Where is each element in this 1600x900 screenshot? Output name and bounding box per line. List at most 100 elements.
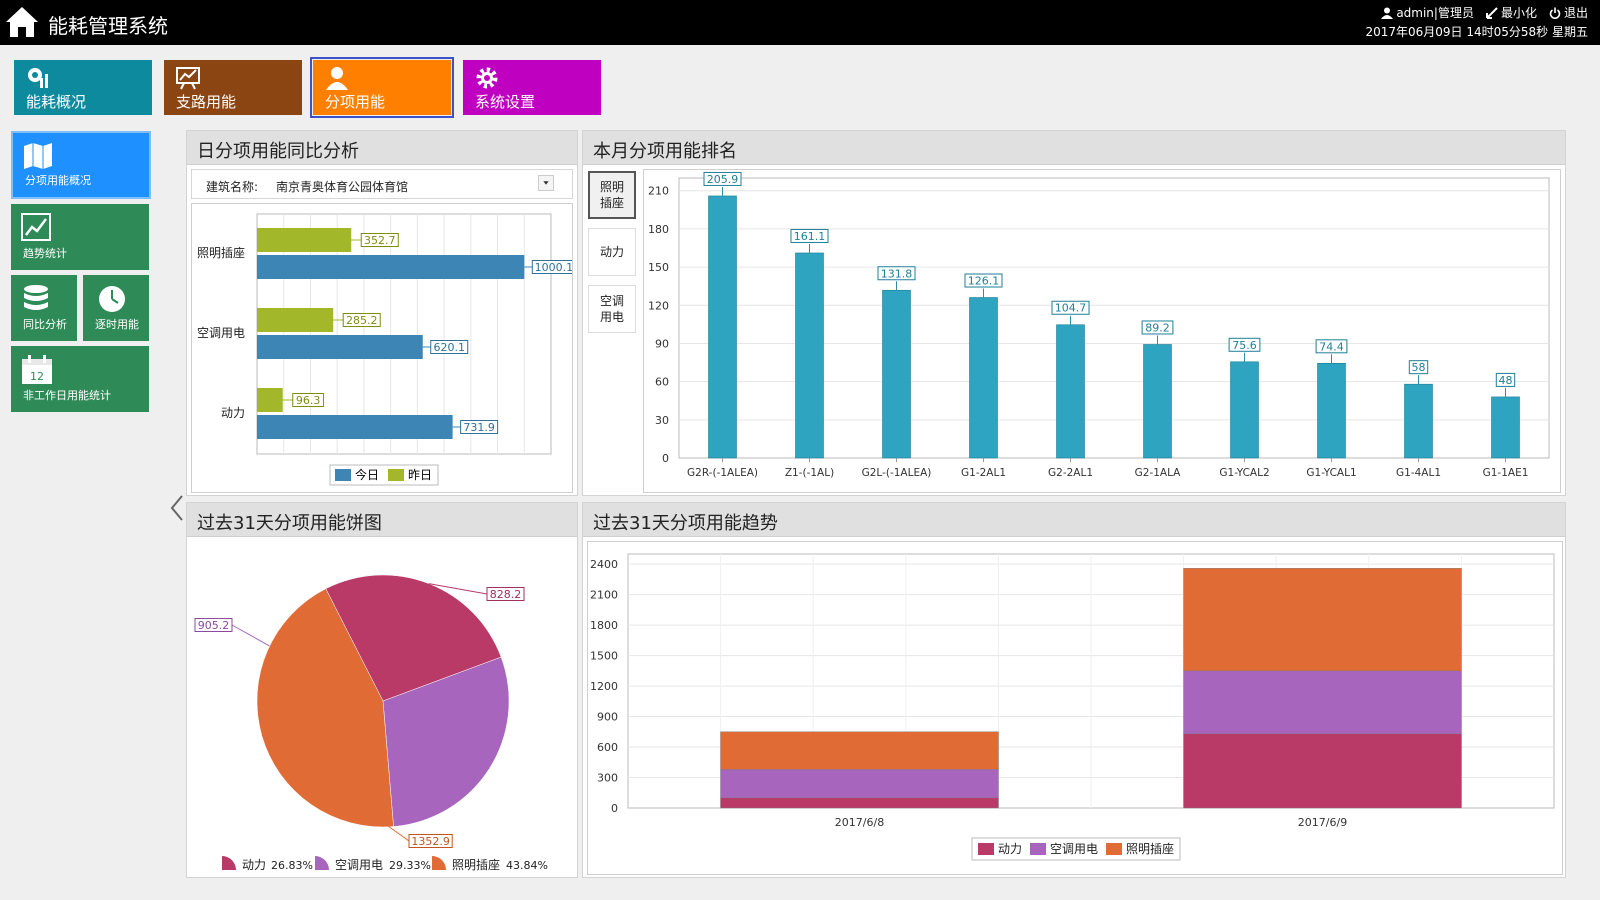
category-button-power[interactable]: 动力 [588, 228, 636, 276]
side-item-label: 非工作日用能统计 [23, 389, 111, 402]
trend-chart-frame: 0 300 600 900 1200 1500 1800 2100 2400 2017/6/8 20… [587, 541, 1563, 875]
nav-tile-label: 分项用能 [325, 93, 386, 111]
power-icon [1549, 7, 1561, 19]
data-label: 161.1 [794, 230, 826, 243]
stacked-bar-segment [720, 797, 999, 809]
side-item-trend-stats[interactable]: 趋势统计 [11, 204, 149, 270]
stacked-trend-chart: 0 300 600 900 1200 1500 1800 2100 2400 2017/6/8 20… [590, 553, 1555, 861]
data-label: 74.4 [1319, 340, 1344, 353]
building-label: 建筑名称: [206, 180, 259, 194]
bar [795, 252, 824, 459]
stacked-bar-segment [720, 769, 999, 799]
x-tick-label: 2017/6/9 [1298, 816, 1347, 829]
y-tick-label: 空调用电 [197, 326, 245, 340]
clock-icon [99, 286, 125, 312]
x-tick-label: 2017/6/8 [835, 816, 884, 829]
chevron-down-icon[interactable] [538, 175, 554, 191]
side-item-label: 逐时用能 [95, 318, 139, 331]
pie-slice [325, 574, 502, 702]
legend-percent: 26.83% [271, 859, 313, 872]
x-tick-label: G1-YCAL1 [1306, 467, 1356, 479]
legend-label: 动力 [998, 842, 1022, 856]
data-label-box [877, 266, 916, 281]
category-button-text: 空调 用电 [599, 294, 624, 324]
legend-percent: 29.33% [389, 859, 431, 872]
bar [1056, 324, 1085, 459]
leader-line [428, 583, 488, 595]
daily-comparison-chart: 照明插座 352.7 1000.1 空调用电 285.2 620.1 动力 96.3 731.9… [197, 213, 576, 486]
calendar-icon: 12 [22, 355, 52, 384]
x-tick-label: G1-2AL1 [961, 467, 1006, 479]
user-info[interactable]: admin|管理员 [1381, 4, 1474, 21]
user-icon [1381, 7, 1394, 19]
top-bar: 能耗管理系统 admin|管理员 最小化 退出 2017年06月09日 14时0… [0, 0, 1600, 45]
data-label: 48 [1499, 374, 1513, 387]
home-icon[interactable] [4, 4, 40, 40]
y-tick-label: 2400 [590, 558, 618, 571]
panel-daily-comparison: 日分项用能同比分析 建筑名称: 南京青奥体育公园体育馆 照明插座 352.7 100… [186, 130, 578, 496]
legend-swatch [222, 856, 236, 870]
bar-yesterday [257, 228, 352, 252]
pie-slice [256, 588, 394, 828]
ranking-chart-frame: 0 30 60 90 120 150 180 210 205.9 G2R-(-1ALEA) 161.… [643, 169, 1561, 493]
data-label-today: 1000.1 [535, 261, 572, 274]
trend-board-icon [176, 67, 200, 90]
y-tick-label: 30 [655, 414, 669, 427]
data-label: 905.2 [198, 619, 230, 632]
nav-tile-branch-energy[interactable]: 支路用能 [164, 60, 302, 115]
data-label: 828.2 [490, 588, 522, 601]
plot-area [256, 213, 552, 455]
data-label: 75.6 [1232, 339, 1257, 352]
data-label-box [408, 834, 453, 848]
y-tick-label: 1800 [590, 619, 618, 632]
side-item-yoy-analysis[interactable]: 同比分析 [11, 275, 77, 341]
ranking-bar-chart: 0 30 60 90 120 150 180 210 205.9 G2R-(-1ALEA) 161.… [648, 171, 1550, 479]
bar [708, 195, 737, 459]
logout-button[interactable]: 退出 [1549, 4, 1588, 21]
x-tick-label: G1-1AE1 [1483, 467, 1529, 479]
nav-tile-system-settings[interactable]: 系统设置 [463, 60, 601, 115]
side-item-itemized-overview[interactable]: 分项用能概况 [11, 131, 151, 199]
side-item-label: 趋势统计 [23, 247, 67, 260]
side-item-nonworkday-stats[interactable]: 12 非工作日用能统计 [11, 346, 149, 412]
data-label-yesterday-box [342, 313, 381, 327]
user-label: admin|管理员 [1396, 6, 1474, 20]
nav-tile-itemized-energy[interactable]: 分项用能 [310, 57, 454, 118]
legend-swatch [978, 843, 994, 855]
data-label-box [1228, 337, 1261, 352]
y-tick-label: 150 [648, 261, 669, 274]
bar [1230, 361, 1259, 459]
data-label-today: 731.9 [463, 421, 495, 434]
legend: 今日 昨日 [329, 464, 439, 486]
y-tick-label: 2100 [590, 589, 618, 602]
side-item-hourly-energy[interactable]: 逐时用能 [83, 275, 149, 341]
nav-tile-energy-overview[interactable]: 能耗概况 [14, 60, 152, 115]
y-tick-label: 动力 [221, 406, 245, 420]
legend-swatch [388, 469, 404, 481]
gear-icon [476, 67, 498, 89]
panel-monthly-ranking: 本月分项用能排名 照明 插座 动力 空调 用电 0 30 60 90 120 150 180 21… [582, 130, 1566, 496]
legend-frame [329, 464, 439, 486]
dashboard-icon [28, 68, 48, 88]
minimize-icon [1485, 6, 1498, 19]
legend: 动力 26.83% 空调用电 29.33% 照明插座 43.84% [222, 856, 548, 872]
building-selector[interactable]: 建筑名称: 南京青奥体育公园体育馆 [191, 169, 573, 199]
bar [1143, 344, 1172, 459]
stacked-bar-segment [720, 731, 999, 770]
panel-title: 过去31天分项用能饼图 [187, 503, 577, 537]
minimize-button[interactable]: 最小化 [1485, 4, 1537, 21]
collapse-arrow-icon[interactable] [168, 494, 186, 522]
data-label: 104.7 [1055, 302, 1087, 315]
y-tick-label: 600 [597, 741, 618, 754]
data-label-yesterday-box [360, 233, 399, 247]
category-button-lighting[interactable]: 照明 插座 [588, 171, 636, 219]
bar-today [257, 335, 423, 359]
y-tick-label: 1500 [590, 650, 618, 663]
y-tick-label: 180 [648, 223, 669, 236]
bar-today [257, 255, 525, 279]
bar-yesterday [257, 388, 283, 412]
data-label: 205.9 [707, 173, 739, 186]
category-button-aircon[interactable]: 空调 用电 [588, 285, 636, 333]
legend-swatch [315, 856, 329, 870]
data-label-box [1408, 360, 1429, 375]
